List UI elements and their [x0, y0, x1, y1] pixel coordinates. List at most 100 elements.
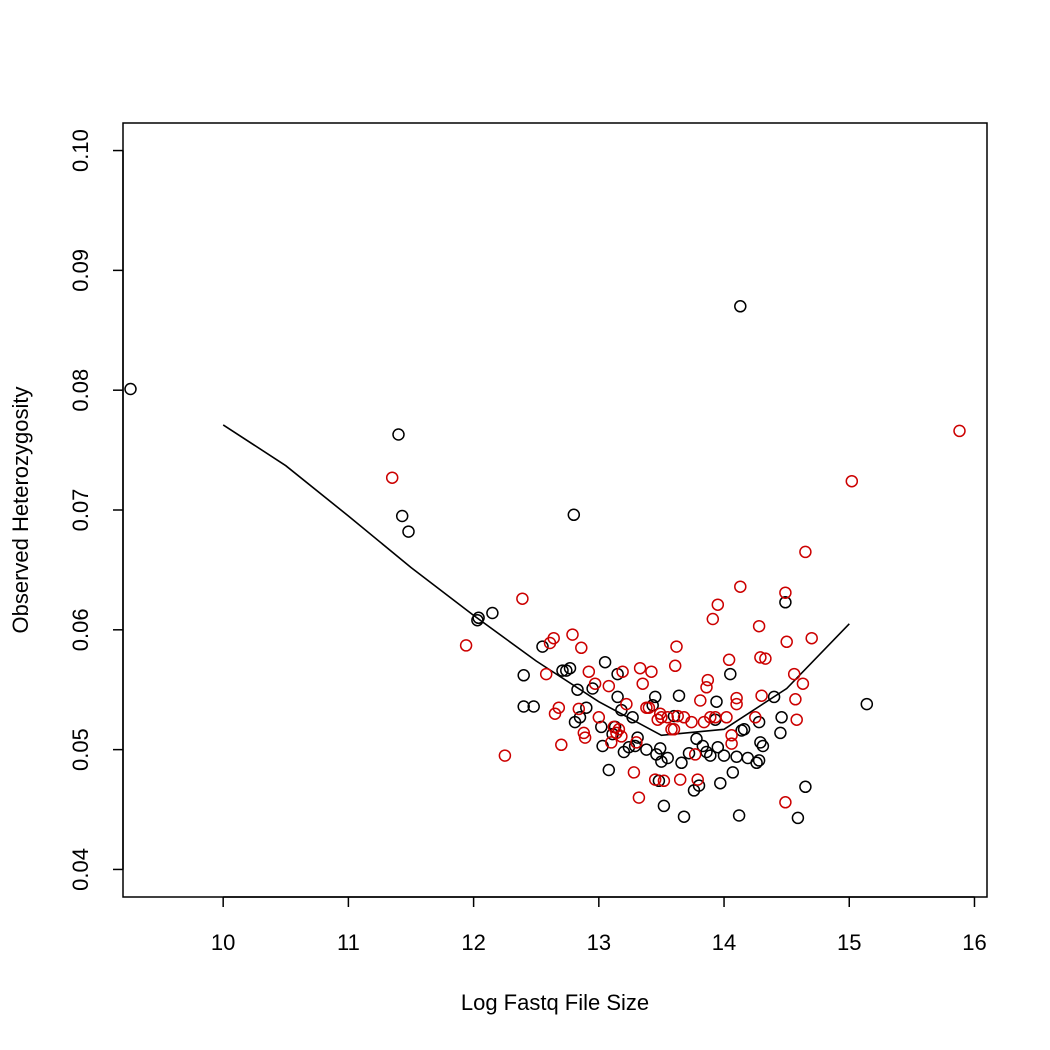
data-point-black — [677, 810, 691, 823]
data-point-red — [661, 711, 674, 724]
data-point-red — [694, 694, 707, 707]
data-point-black — [486, 606, 499, 620]
data-point-black — [732, 809, 746, 822]
data-point-red — [688, 748, 702, 761]
y-tick-label: 0.07 — [68, 489, 93, 532]
data-point-black — [392, 428, 405, 441]
data-point-black — [395, 509, 409, 523]
data-point-black — [779, 596, 792, 609]
data-point-red — [578, 731, 592, 744]
data-point-black — [791, 811, 805, 825]
data-point-red — [725, 737, 738, 750]
data-point-red — [655, 711, 668, 724]
y-tick-label: 0.06 — [68, 608, 93, 651]
data-point-black — [734, 300, 747, 313]
x-tick-label: 12 — [461, 930, 485, 955]
data-point-black — [726, 766, 740, 779]
data-point-red — [602, 679, 616, 693]
data-point-black — [675, 756, 688, 770]
data-point-black — [536, 640, 549, 653]
data-point-red — [755, 689, 768, 702]
data-point-black — [799, 780, 812, 794]
data-point-black — [711, 740, 725, 754]
data-point-black — [737, 723, 751, 736]
data-point-black — [682, 746, 696, 760]
data-point-red — [592, 711, 606, 724]
data-point-black — [667, 709, 681, 723]
data-point-red — [636, 677, 649, 690]
data-point-red — [657, 774, 671, 788]
data-point-red — [796, 677, 810, 690]
data-point-red — [725, 729, 738, 742]
data-point-red — [704, 711, 717, 724]
data-point-red — [612, 723, 626, 736]
data-point-black — [724, 667, 737, 681]
data-point-black — [571, 683, 584, 696]
x-tick-label: 16 — [962, 930, 986, 955]
data-point-red — [720, 711, 733, 724]
y-tick-label: 0.04 — [68, 848, 93, 891]
data-point-red — [700, 681, 713, 694]
data-point-red — [711, 598, 725, 611]
data-point-red — [759, 652, 772, 665]
data-point-black — [717, 749, 731, 762]
data-point-black — [696, 739, 710, 753]
data-point-black — [750, 756, 763, 770]
data-point-black — [767, 690, 781, 704]
y-tick-label: 0.09 — [68, 249, 93, 292]
data-point-black — [517, 669, 530, 682]
data-point-red — [734, 580, 747, 593]
data-point-black — [657, 799, 671, 813]
data-point-black — [704, 749, 717, 762]
data-point-red — [633, 661, 647, 675]
x-tick-label: 10 — [211, 930, 235, 955]
data-point-red — [730, 697, 743, 711]
data-point-red — [575, 641, 588, 655]
data-point-red — [671, 709, 684, 723]
data-point-red — [642, 701, 656, 714]
data-point-black — [714, 776, 727, 790]
data-point-red — [780, 635, 793, 649]
data-point-black — [754, 736, 767, 749]
data-point-red — [754, 651, 767, 664]
data-point-red — [752, 619, 766, 633]
data-point-red — [668, 659, 682, 673]
data-point-black — [752, 754, 766, 767]
data-point-red — [790, 713, 803, 726]
data-point-red — [667, 723, 681, 736]
data-point-red — [845, 474, 859, 488]
x-tick-label: 13 — [587, 930, 611, 955]
data-point-black — [690, 732, 703, 746]
data-point-black — [573, 711, 587, 724]
data-point-red — [632, 791, 646, 804]
fit-line-layer — [222, 424, 850, 737]
data-point-black — [563, 661, 577, 675]
x-tick-label: 11 — [337, 930, 360, 955]
data-point-red — [588, 677, 602, 690]
data-point-red — [779, 586, 792, 599]
data-point-red — [566, 628, 579, 641]
data-point-red — [691, 773, 704, 786]
data-point-red — [706, 612, 720, 626]
x-axis: 10 11 12 13 14 15 16 — [211, 896, 987, 955]
data-point-red — [516, 592, 529, 605]
data-point-red — [805, 631, 818, 645]
data-point-black — [611, 690, 624, 704]
y-tick-label: 0.05 — [68, 728, 93, 771]
data-point-red — [730, 691, 743, 705]
data-point-red — [385, 471, 399, 484]
data-point-black — [692, 779, 706, 792]
data-point-red — [627, 766, 641, 779]
x-axis-title: Log Fastq File Size — [461, 990, 649, 1015]
data-point-red — [459, 639, 473, 652]
data-point-red — [787, 667, 801, 681]
data-point-red — [498, 749, 512, 762]
data-point-red — [670, 640, 683, 653]
data-point-black — [860, 697, 874, 711]
data-point-red — [615, 730, 628, 743]
data-point-red — [685, 715, 698, 729]
y-tick-label: 0.10 — [68, 129, 93, 172]
data-point-black — [640, 743, 653, 756]
data-point-red — [630, 736, 643, 749]
